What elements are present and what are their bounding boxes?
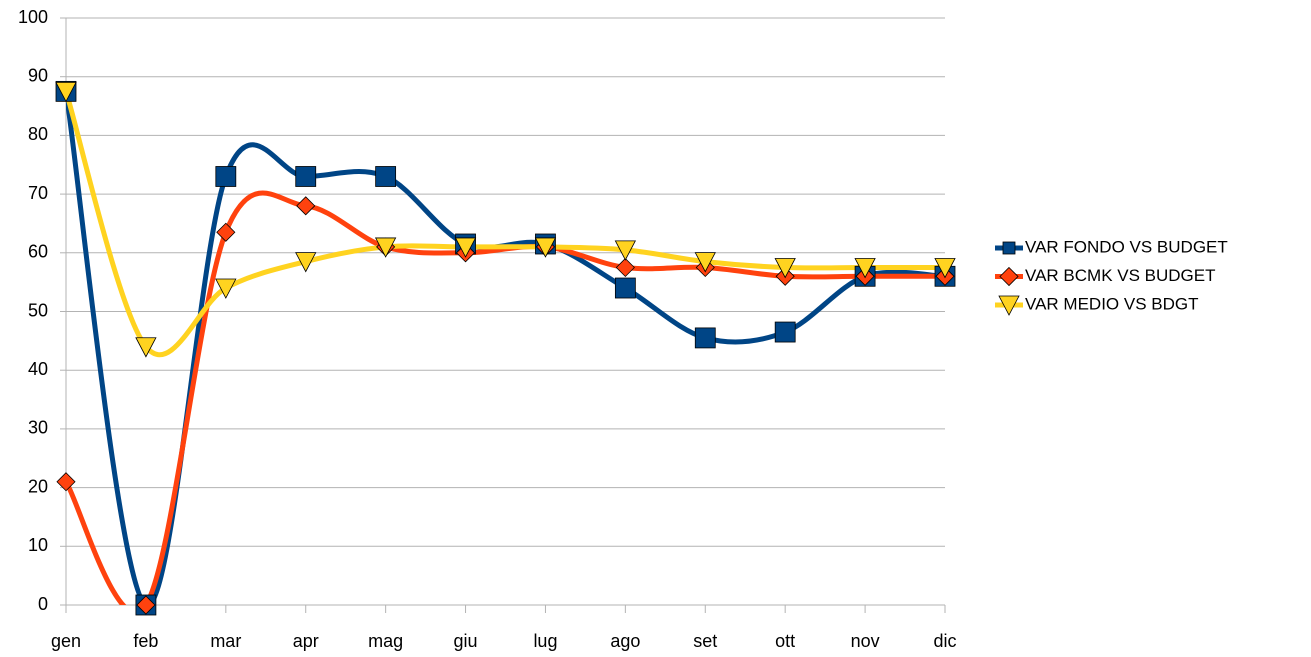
marker bbox=[934, 258, 956, 279]
legend-marker bbox=[998, 295, 1020, 316]
legend-marker bbox=[1002, 241, 1016, 255]
marker bbox=[774, 321, 796, 343]
y-tick-label: 20 bbox=[28, 476, 48, 496]
legend-marker bbox=[999, 266, 1019, 287]
y-tick-label: 90 bbox=[28, 65, 48, 85]
marker bbox=[215, 166, 237, 187]
x-tick-label: ott bbox=[775, 631, 795, 651]
y-tick-label: 10 bbox=[28, 535, 48, 555]
x-tick-label: apr bbox=[293, 631, 319, 651]
y-tick-label: 30 bbox=[28, 418, 48, 438]
x-tick-label: feb bbox=[133, 631, 158, 651]
marker bbox=[295, 166, 317, 187]
marker bbox=[374, 237, 397, 258]
x-tick-label: dic bbox=[933, 631, 956, 651]
marker bbox=[774, 258, 796, 279]
marker bbox=[135, 337, 157, 358]
x-tick-label: set bbox=[693, 631, 717, 651]
marker bbox=[454, 237, 477, 258]
y-tick-label: 50 bbox=[28, 300, 48, 320]
x-tick-label: lug bbox=[533, 631, 557, 651]
y-tick-label: 0 bbox=[38, 594, 48, 614]
y-tick-label: 100 bbox=[18, 7, 48, 27]
marker bbox=[295, 252, 317, 273]
legend-label: VAR FONDO VS BUDGET bbox=[1025, 237, 1228, 256]
y-tick-label: 60 bbox=[28, 242, 48, 262]
marker bbox=[296, 196, 316, 216]
marker bbox=[694, 252, 716, 273]
x-tick-label: ago bbox=[610, 631, 640, 651]
y-tick-label: 80 bbox=[28, 124, 48, 144]
marker bbox=[854, 258, 876, 279]
marker bbox=[534, 237, 557, 258]
y-tick-label: 70 bbox=[28, 183, 48, 203]
marker bbox=[614, 277, 636, 299]
marker bbox=[216, 222, 236, 242]
x-tick-label: gen bbox=[51, 631, 81, 651]
marker bbox=[56, 472, 76, 492]
marker bbox=[614, 240, 637, 261]
marker bbox=[694, 327, 716, 349]
legend-label: VAR MEDIO VS BDGT bbox=[1025, 294, 1199, 313]
x-tick-label: giu bbox=[454, 631, 478, 651]
marker bbox=[375, 166, 397, 187]
marker bbox=[615, 257, 635, 278]
x-tick-label: mar bbox=[210, 631, 241, 651]
y-tick-label: 40 bbox=[28, 359, 48, 379]
legend: VAR FONDO VS BUDGET VAR BCMK VS BUDGET VAR… bbox=[995, 237, 1228, 316]
marker bbox=[215, 278, 237, 299]
series-line bbox=[66, 190, 945, 605]
marker bbox=[136, 595, 156, 615]
x-tick-label: mag bbox=[368, 631, 403, 651]
marker bbox=[55, 81, 77, 103]
legend-label: VAR BCMK VS BUDGET bbox=[1025, 266, 1216, 285]
x-tick-label: nov bbox=[851, 631, 880, 651]
